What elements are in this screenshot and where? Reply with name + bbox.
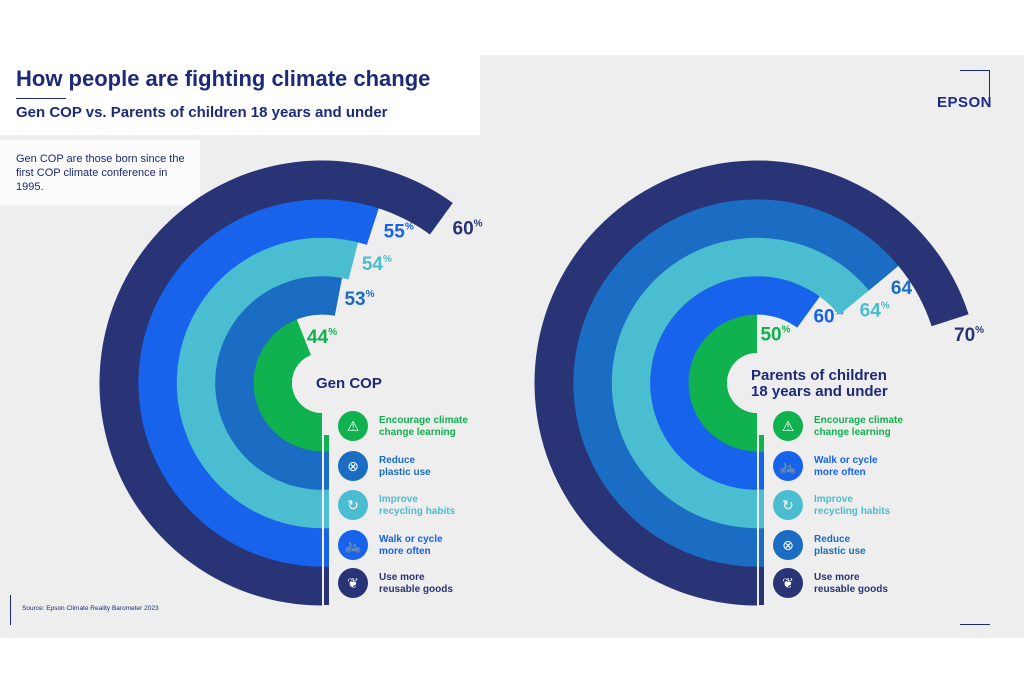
- source-note: Source: Epson Climate Reality Barometer …: [22, 605, 159, 612]
- corner-mark: [960, 624, 990, 625]
- arc-bar: [611, 237, 870, 529]
- bicycle-icon: [773, 451, 803, 481]
- legend-stripe-segment: [324, 435, 329, 452]
- legend-stripe-segment: [759, 489, 764, 529]
- legend-label-line1: Reduce: [379, 455, 416, 466]
- legend-label-line2: reusable goods: [379, 584, 453, 595]
- no-plastic-bottle-icon: [773, 530, 803, 560]
- legend-stripe-segment: [759, 528, 764, 567]
- arc-bar: [572, 198, 899, 568]
- legend-label-line1: Encourage climate: [379, 415, 468, 426]
- value-label: 64%: [860, 301, 890, 322]
- recycle-arrow-icon: [338, 490, 368, 520]
- legend-label-line1: Walk or cycle: [814, 455, 878, 466]
- no-plastic-bottle-icon: [338, 451, 368, 481]
- value-label: 44%: [307, 327, 337, 348]
- value-label: 55%: [384, 221, 414, 242]
- center-hole: [292, 353, 352, 413]
- legend-label-line2: change learning: [814, 427, 891, 438]
- legend-label-line1: Use more: [379, 572, 425, 583]
- legend-label-line2: recycling habits: [379, 506, 456, 517]
- no-plastic-bottle-icon-glyph: ⊗: [782, 538, 794, 554]
- arc-bar: [99, 160, 453, 606]
- recycle-arrow-icon-glyph: ↻: [347, 498, 359, 514]
- legend-label-line2: recycling habits: [814, 506, 891, 517]
- corner-mark: [10, 595, 11, 625]
- page-title: How people are fighting climate change: [16, 66, 431, 91]
- header-panel: [0, 55, 480, 135]
- legend-stripe-segment: [759, 451, 764, 490]
- globe-warning-icon-glyph: ⚠: [347, 419, 360, 435]
- corner-mark: [960, 70, 990, 71]
- legend-stripe-segment: [759, 566, 764, 605]
- recycle-arrow-icon: [773, 490, 803, 520]
- recycle-arrow-icon-glyph: ↻: [782, 498, 794, 514]
- arc-bar: [649, 275, 821, 491]
- definition-note: Gen COP are those born since the first C…: [16, 153, 185, 193]
- center-hole: [727, 353, 787, 413]
- arc-bar: [137, 198, 379, 568]
- legend-label-line2: more often: [814, 467, 866, 478]
- legend-label-line1: Improve: [814, 494, 853, 505]
- legend-label-line1: Improve: [379, 494, 418, 505]
- value-label: 50%: [760, 325, 790, 346]
- legend-label-line1: Use more: [814, 572, 860, 583]
- plant-sprout-icon-glyph: ❦: [782, 576, 794, 592]
- note-panel: [0, 140, 200, 205]
- value-label: 60%: [453, 218, 483, 239]
- arc-bar: [214, 275, 343, 491]
- arc-bar: [688, 314, 757, 452]
- plant-sprout-icon: [338, 568, 368, 598]
- chart-title-line2: 18 years and under: [751, 383, 888, 400]
- legend-stripe-segment: [759, 435, 764, 452]
- legend-label-line2: plastic use: [379, 467, 431, 478]
- bicycle-icon-glyph: 🚲: [779, 459, 796, 475]
- value-label: 54%: [362, 254, 392, 275]
- page-subtitle: Gen COP vs. Parents of children 18 years…: [16, 104, 388, 121]
- legend-stripe-segment: [324, 451, 329, 490]
- legend-stripe-segment: [324, 528, 329, 567]
- plant-sprout-icon: [773, 568, 803, 598]
- legend-label-line1: Walk or cycle: [379, 534, 443, 545]
- plant-sprout-icon-glyph: ❦: [347, 576, 359, 592]
- globe-warning-icon-glyph: ⚠: [782, 419, 795, 435]
- globe-warning-icon: [338, 411, 368, 441]
- globe-warning-icon: [773, 411, 803, 441]
- bicycle-icon: [338, 530, 368, 560]
- title-divider: [16, 98, 66, 99]
- arc-bar: [253, 318, 322, 452]
- bicycle-icon-glyph: 🚲: [344, 538, 361, 554]
- legend-stripe-segment: [324, 566, 329, 605]
- legend-label-line2: change learning: [379, 427, 456, 438]
- legend-label-line1: Encourage climate: [814, 415, 903, 426]
- arc-bar: [176, 237, 359, 529]
- legend-label-line2: reusable goods: [814, 584, 888, 595]
- value-label: 70%: [954, 325, 984, 346]
- legend-label-line1: Reduce: [814, 534, 851, 545]
- legend-stripe-segment: [324, 489, 329, 529]
- legend-label-line2: plastic use: [814, 546, 866, 557]
- corner-mark: [989, 70, 990, 100]
- legend-label-line2: more often: [379, 546, 431, 557]
- epson-logo: EPSON: [936, 94, 992, 111]
- no-plastic-bottle-icon-glyph: ⊗: [347, 459, 359, 475]
- chart-title-line1: Parents of children: [751, 367, 887, 384]
- chart-title: Gen COP: [316, 375, 382, 392]
- radial-chart-1: 44% 53% 54% 55% 60% Gen COP ⚠ Encourage climate…: [99, 160, 483, 606]
- value-label: 53%: [344, 289, 374, 310]
